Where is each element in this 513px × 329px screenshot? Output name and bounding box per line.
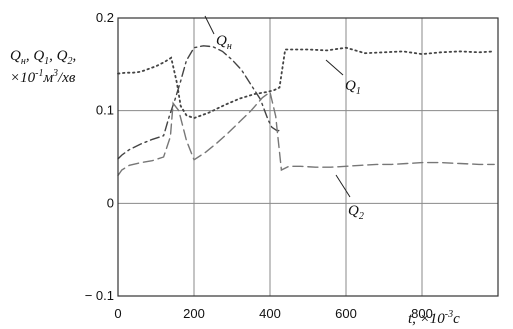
plot-frame <box>117 17 499 297</box>
x-tick-label: 800 <box>411 306 433 321</box>
svg-text:Q1: Q1 <box>345 78 361 97</box>
chart-series-group <box>117 45 496 177</box>
y-tick-label: 0.2 <box>96 10 114 25</box>
y-tick-label: 0.1 <box>96 103 114 118</box>
x-tick-label: 400 <box>259 306 281 321</box>
y-tick-label: 0 <box>107 195 114 210</box>
x-tick-label: 0 <box>114 306 121 321</box>
chart-grid <box>118 18 498 296</box>
x-axis-label: t, ×10-3c <box>408 309 460 327</box>
y-axis-label-line2: ×10-1м3/хв <box>10 68 76 86</box>
y-axis-label-line1: Qн, Q1, Q2, <box>10 48 76 67</box>
annotation-q2: Q2 <box>335 174 364 222</box>
x-tick-label: 200 <box>183 306 205 321</box>
annotation-qn: Qн <box>204 15 232 52</box>
chart-axes: 0.20.10− 0.10 200 400 600 800 <box>85 10 499 321</box>
x-tick-label: 600 <box>335 306 357 321</box>
series-line-q1 <box>117 46 496 120</box>
series-line-qn <box>117 45 283 160</box>
y-tick-label: − 0.1 <box>85 288 114 303</box>
annotation-q1: Q1 <box>325 59 361 97</box>
svg-text:Qн: Qн <box>216 33 232 52</box>
svg-text:Q2: Q2 <box>348 203 364 222</box>
series-line-q2 <box>117 90 495 177</box>
